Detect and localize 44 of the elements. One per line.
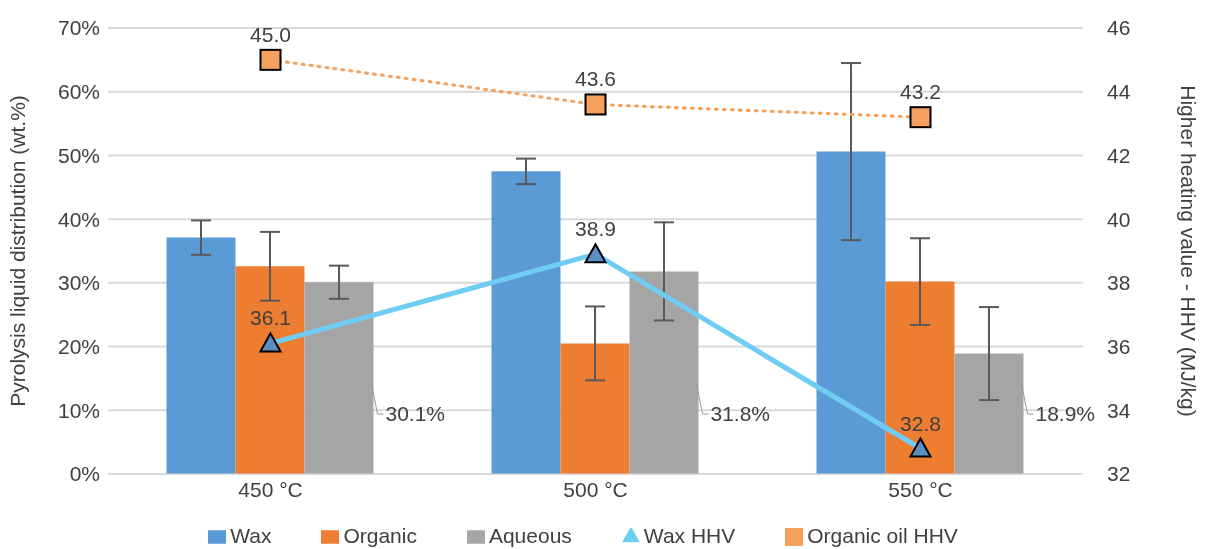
x-tick-label: 500 °C xyxy=(563,477,628,501)
x-tick-label: 450 °C xyxy=(238,477,303,501)
bar xyxy=(166,237,236,474)
point xyxy=(909,106,932,129)
data-label: 43.6 xyxy=(575,67,616,91)
y2-tick-label: 40 xyxy=(1107,207,1131,231)
y2-tick-label: 42 xyxy=(1107,143,1131,167)
y-tick-label: 10% xyxy=(57,398,100,422)
y2-tick-label: 34 xyxy=(1107,398,1131,422)
data-label: 18.9% xyxy=(1035,402,1096,426)
data-label: 43.2 xyxy=(900,80,941,104)
y2-tick-label: 32 xyxy=(1107,462,1131,486)
y-tick-label: 30% xyxy=(57,271,100,295)
bar xyxy=(816,151,886,474)
y-tick-label: 20% xyxy=(57,335,100,359)
legend-label: Wax xyxy=(230,524,272,547)
y2-tick-label: 46 xyxy=(1107,16,1131,40)
bar xyxy=(235,266,305,474)
y-tick-label: 50% xyxy=(57,143,100,167)
y-tick-label: 70% xyxy=(57,16,100,40)
point xyxy=(584,93,607,116)
data-label: 36.1 xyxy=(250,306,291,330)
data-label: 30.1% xyxy=(385,402,446,426)
y2-tick-label: 44 xyxy=(1107,80,1131,104)
bar xyxy=(885,281,955,474)
y-axis-title: Pyrolysis liquid distribution (wt.%) xyxy=(6,95,30,407)
legend-label: Organic xyxy=(343,524,417,547)
bar xyxy=(491,171,561,474)
legend-label: Aqueous xyxy=(488,524,572,547)
y-tick-label: 0% xyxy=(69,462,100,486)
y2-tick-label: 38 xyxy=(1107,271,1131,295)
bar xyxy=(560,343,630,474)
legend-label: Organic oil HHV xyxy=(807,524,958,547)
data-label: 38.9 xyxy=(575,217,616,241)
data-label: 31.8% xyxy=(710,402,771,426)
y-tick-label: 40% xyxy=(57,207,100,231)
point xyxy=(259,48,282,71)
y-tick-label: 60% xyxy=(57,80,100,104)
data-label: 32.8 xyxy=(900,411,941,435)
legend-label: Wax HHV xyxy=(643,524,736,547)
data-label: 45.0 xyxy=(250,22,291,46)
y2-tick-label: 36 xyxy=(1107,335,1131,359)
y2-axis-title: Higher heating value - HHV (MJ/kg) xyxy=(1176,85,1200,417)
x-tick-label: 550 °C xyxy=(888,477,953,501)
